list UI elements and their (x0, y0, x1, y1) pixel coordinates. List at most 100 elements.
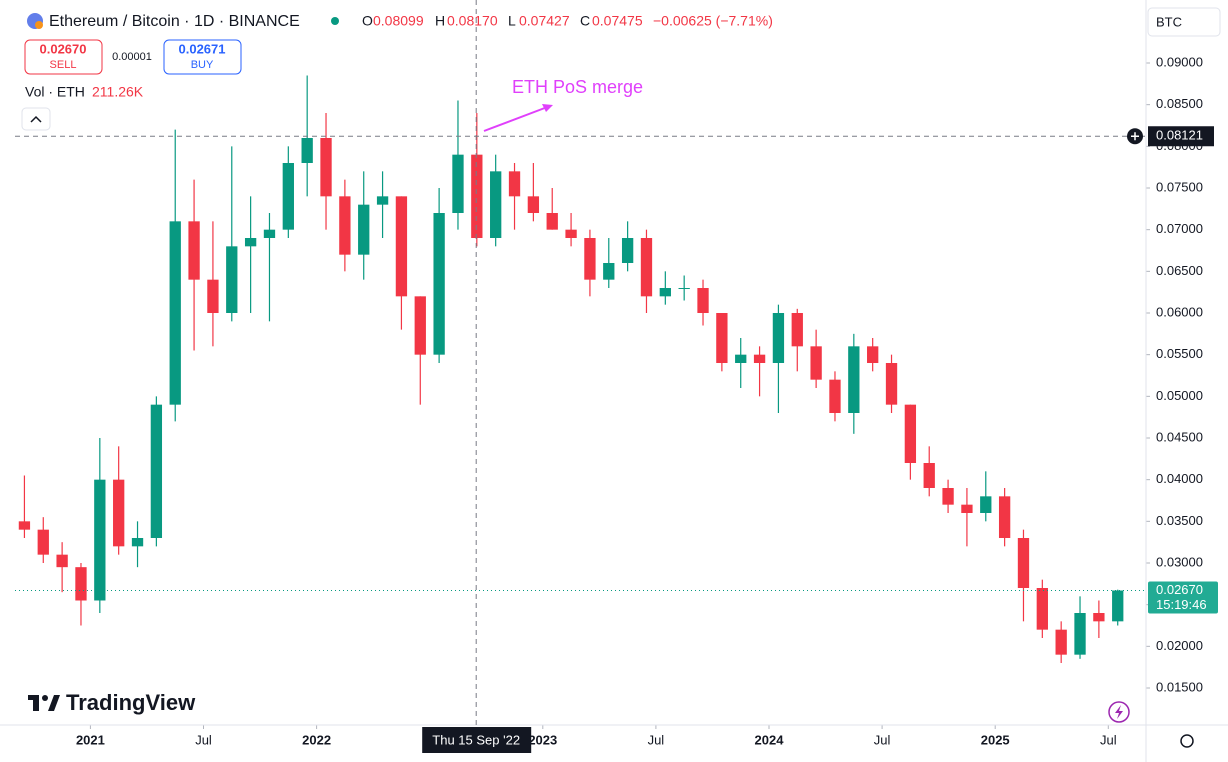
crosshair-date-box (422, 727, 532, 753)
candle-body (621, 238, 634, 263)
candle-body (452, 154, 464, 213)
candle-body (301, 138, 313, 163)
candle-body (131, 538, 144, 547)
ohlc-value: 0.08099 (373, 13, 424, 29)
candle-body (678, 288, 690, 289)
ohlc-value: 0.08170 (447, 13, 498, 29)
candle-body (188, 221, 200, 280)
candle-body (395, 196, 408, 297)
candle-body (565, 229, 577, 238)
alert-icon (1115, 705, 1123, 719)
crosshair-date-label: Thu 15 Sep '22 (432, 732, 520, 747)
candle-body (603, 263, 615, 280)
candle-body (791, 313, 803, 347)
annotation-arrow (483, 105, 551, 132)
candle-body (527, 196, 540, 213)
x-tick-label: Jul (195, 732, 212, 747)
symbol-icon-secondary (35, 21, 43, 29)
candle-body (376, 196, 389, 205)
candle-body (433, 213, 445, 355)
candle-body (1017, 538, 1030, 588)
candle-body (1036, 588, 1048, 630)
collapse-button[interactable] (21, 107, 51, 131)
x-tick-label: 2021 (76, 732, 105, 747)
y-tick-label: 0.06000 (1156, 304, 1203, 319)
candle-body (829, 379, 841, 413)
candle-body (226, 246, 238, 313)
currency-dropdown[interactable] (1147, 7, 1221, 37)
candle-body (471, 154, 483, 238)
candle-body (37, 529, 49, 555)
ohlc-value: 0.07427 (519, 13, 570, 29)
candle-body (848, 346, 860, 413)
candle-body (18, 521, 31, 530)
spread: 0.00001 (112, 51, 152, 63)
candle-body (640, 238, 653, 297)
symbol-title: Ethereum / Bitcoin · 1D · BINANCE (49, 13, 300, 30)
candle-body (659, 288, 671, 297)
ohlc-label: C (580, 13, 590, 29)
add-alert-plus (1131, 132, 1139, 141)
market-status-dot (331, 17, 339, 25)
candle-body (1093, 613, 1105, 622)
candle-body (923, 463, 935, 488)
candle-body (716, 313, 728, 363)
logo-text: TradingView (66, 690, 196, 715)
candle-body (980, 496, 992, 513)
y-tick-label: 0.01500 (1156, 679, 1203, 694)
candle-body (75, 567, 87, 601)
settings-button[interactable] (1180, 734, 1194, 748)
x-tick-label: 2024 (755, 732, 785, 747)
x-tick-label: Jul (648, 732, 665, 747)
buy-price: 0.02671 (179, 41, 226, 56)
x-tick-label: 2023 (528, 732, 557, 747)
candle-body (753, 354, 766, 363)
buy-label: BUY (191, 59, 214, 71)
candle-body (244, 238, 257, 247)
candle-body (998, 496, 1011, 538)
buy-button[interactable] (163, 39, 242, 75)
currency-label: BTC (1156, 14, 1182, 29)
x-tick-label: Jul (1100, 732, 1117, 747)
candle-body (113, 479, 125, 547)
ohlc-label: O (362, 13, 373, 29)
candle-body (207, 279, 219, 313)
candle-body (584, 238, 596, 280)
plot-area: 0.015000.020000.025000.030000.035000.040… (18, 54, 1203, 747)
annotation-text: ETH PoS merge (512, 77, 643, 97)
x-tick-label: 2022 (302, 732, 331, 747)
candle-body (546, 213, 558, 230)
current-price-label: 0.02670 (1156, 582, 1203, 597)
crosshair-price-box (1148, 126, 1214, 147)
logo-icon (28, 695, 60, 711)
candle-body (867, 346, 879, 363)
candle-body (1074, 613, 1086, 655)
candle-body (414, 296, 426, 355)
sell-label: SELL (50, 59, 77, 71)
ohlc-change: −0.00625 (−7.71%) (653, 13, 773, 29)
candle-body (339, 196, 351, 255)
candle-body (735, 354, 747, 363)
y-tick-label: 0.07000 (1156, 221, 1203, 236)
candle-body (150, 404, 163, 538)
y-tick-label: 0.04500 (1156, 429, 1203, 444)
y-tick-label: 0.05500 (1156, 346, 1203, 361)
y-tick-label: 0.04000 (1156, 471, 1203, 486)
countdown-label: 15:19:46 (1156, 597, 1207, 612)
candle-body (263, 229, 276, 238)
crosshair-price-label: 0.08121 (1156, 128, 1203, 143)
current-price-box (1148, 581, 1218, 614)
y-tick-label: 0.06500 (1156, 263, 1203, 278)
candle-body (961, 504, 973, 513)
ohlc-label: L (508, 13, 516, 29)
sell-button[interactable] (24, 39, 103, 75)
x-tick-label: Jul (874, 732, 891, 747)
candle-body (1055, 629, 1067, 655)
candle-body (56, 554, 68, 568)
candle-body (490, 171, 502, 238)
y-tick-label: 0.08500 (1156, 96, 1203, 111)
volume-value: 211.26K (92, 84, 144, 100)
candle-body (772, 313, 785, 363)
